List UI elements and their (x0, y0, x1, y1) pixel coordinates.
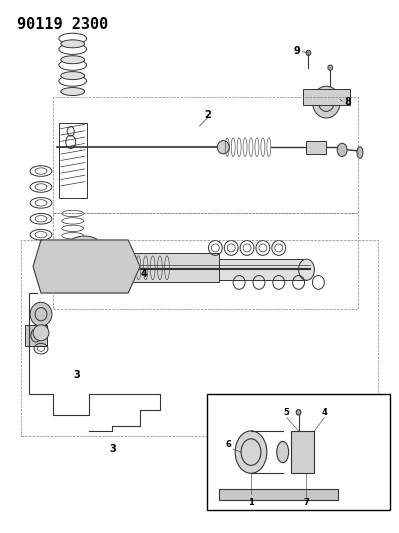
Ellipse shape (217, 141, 229, 154)
Ellipse shape (277, 441, 288, 463)
Bar (219, 489, 338, 500)
Ellipse shape (61, 71, 85, 79)
Ellipse shape (235, 431, 267, 473)
Bar (302, 89, 350, 105)
Text: 90119 2300: 90119 2300 (17, 17, 109, 33)
Bar (306, 141, 326, 154)
Ellipse shape (357, 147, 363, 158)
Ellipse shape (30, 302, 52, 326)
Text: 2: 2 (204, 110, 211, 120)
Ellipse shape (61, 56, 85, 63)
Bar (25, 325, 47, 346)
Ellipse shape (306, 50, 311, 55)
Text: 8: 8 (344, 97, 351, 107)
Ellipse shape (298, 259, 314, 280)
Text: 6: 6 (225, 440, 231, 449)
Ellipse shape (312, 86, 340, 118)
Text: 3: 3 (73, 370, 80, 380)
Bar (207, 394, 390, 511)
Ellipse shape (61, 87, 85, 95)
Text: 3: 3 (109, 445, 116, 455)
Ellipse shape (296, 410, 301, 415)
Text: 9: 9 (294, 46, 300, 56)
Text: 7: 7 (304, 498, 309, 507)
Bar (290, 431, 314, 473)
Bar (59, 123, 87, 198)
Ellipse shape (33, 325, 49, 341)
Ellipse shape (65, 236, 105, 265)
Text: 4: 4 (321, 408, 327, 417)
Bar (120, 253, 219, 282)
Ellipse shape (328, 65, 333, 70)
Ellipse shape (337, 143, 347, 157)
Polygon shape (33, 240, 140, 293)
Bar (219, 259, 306, 280)
Ellipse shape (61, 40, 85, 48)
Text: 4: 4 (141, 270, 147, 279)
Text: 1: 1 (248, 498, 254, 507)
Text: 5: 5 (284, 408, 290, 417)
